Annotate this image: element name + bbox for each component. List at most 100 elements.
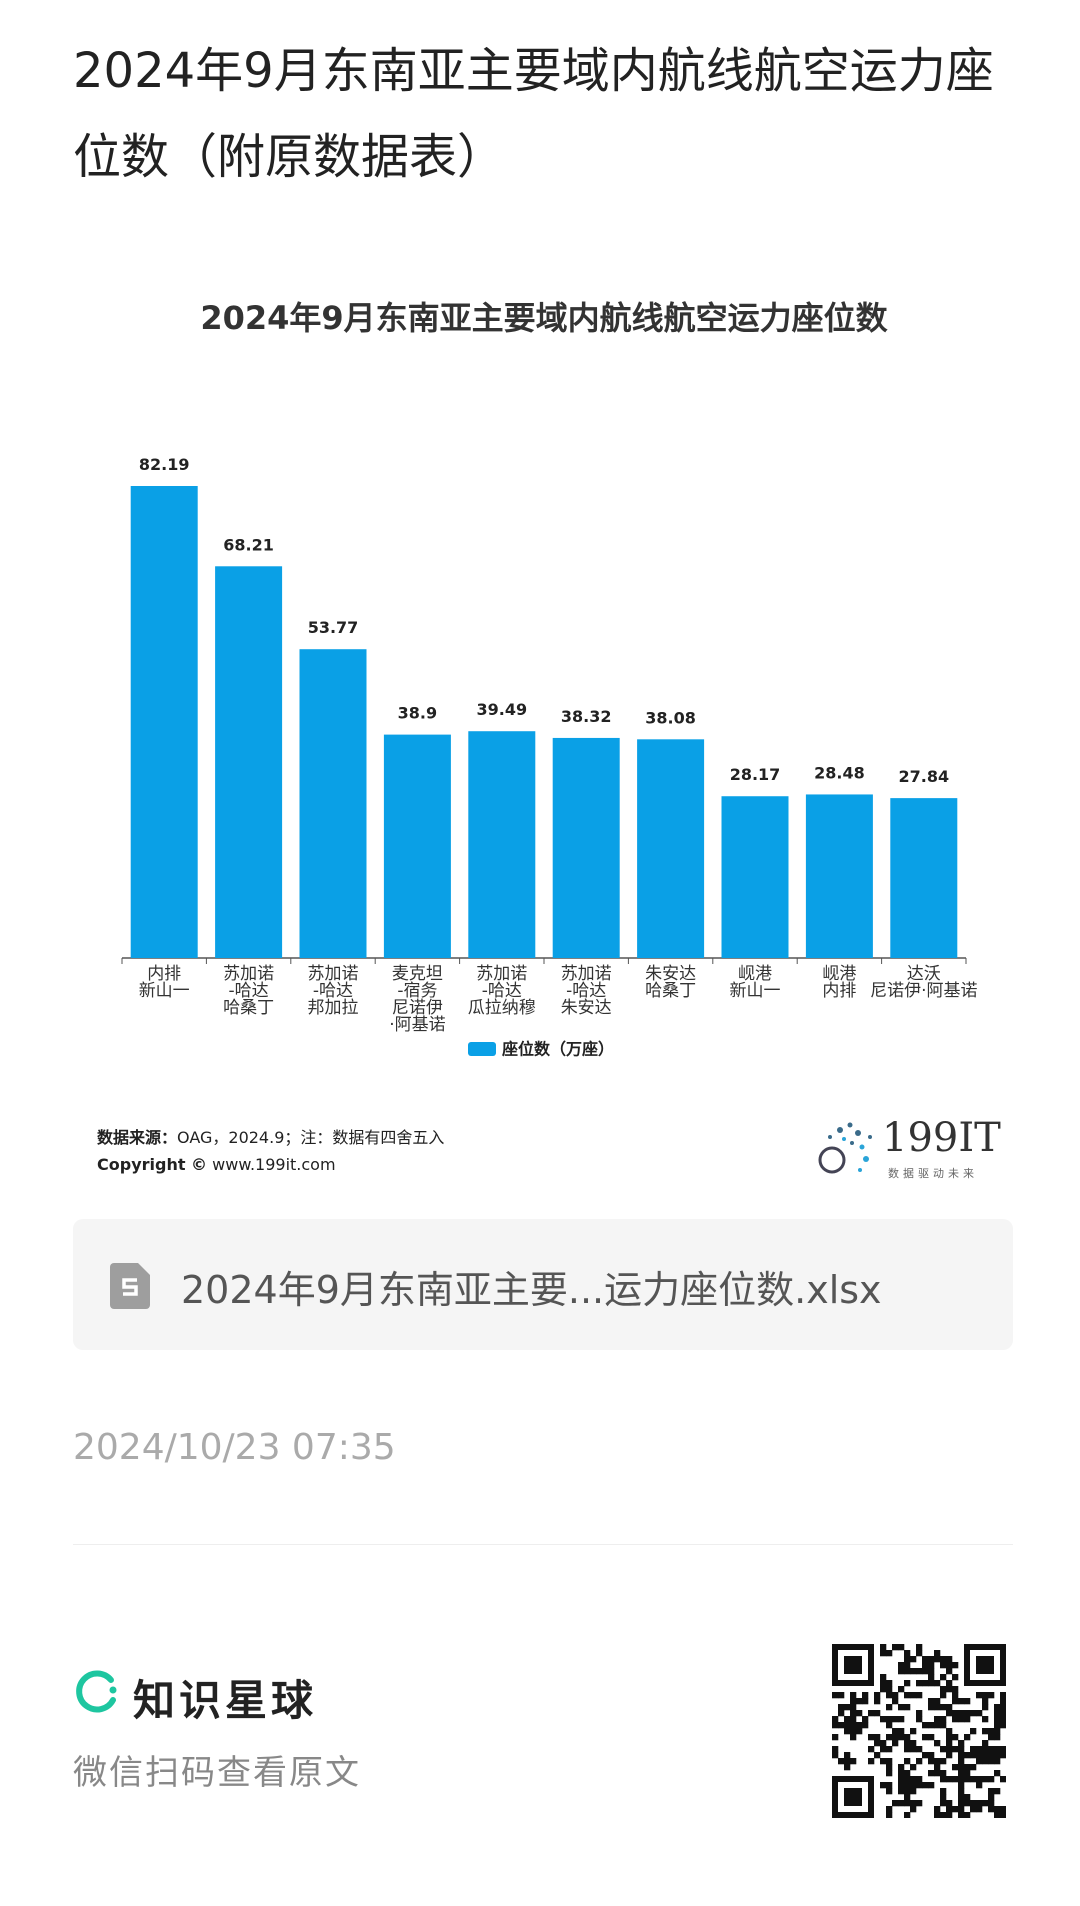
qr-module bbox=[886, 1716, 893, 1723]
qr-module bbox=[922, 1752, 929, 1759]
qr-module bbox=[880, 1740, 887, 1747]
qr-module bbox=[862, 1692, 869, 1699]
qr-module bbox=[940, 1746, 947, 1753]
qr-module bbox=[940, 1686, 947, 1693]
qr-module bbox=[928, 1698, 935, 1705]
x-tick-label: 苏加诺 -哈达 邦加拉 bbox=[307, 964, 359, 1018]
qr-module bbox=[958, 1794, 965, 1801]
bar bbox=[468, 731, 536, 958]
qr-module bbox=[958, 1710, 965, 1717]
qr-module bbox=[934, 1716, 941, 1723]
qr-module bbox=[910, 1740, 917, 1747]
qr-module bbox=[898, 1734, 905, 1741]
qr-module bbox=[910, 1656, 917, 1663]
qr-module bbox=[850, 1716, 857, 1723]
data-label: 38.9 bbox=[398, 704, 437, 723]
qr-module bbox=[958, 1716, 965, 1723]
qr-module bbox=[838, 1704, 845, 1711]
qr-module bbox=[898, 1686, 905, 1693]
qr-module bbox=[958, 1746, 965, 1753]
x-tick-label: 岘港 新山一 bbox=[729, 964, 781, 1001]
qr-module bbox=[892, 1728, 899, 1735]
qr-module bbox=[844, 1716, 851, 1723]
qr-module bbox=[982, 1716, 989, 1723]
qr-module bbox=[916, 1668, 923, 1675]
qr-module bbox=[880, 1674, 887, 1681]
x-tick-label: 苏加诺 -哈达 哈桑丁 bbox=[223, 964, 275, 1018]
divider bbox=[73, 1544, 1013, 1545]
qr-module bbox=[928, 1770, 935, 1777]
qr-module bbox=[994, 1812, 1001, 1818]
qr-module bbox=[970, 1806, 977, 1813]
qr-module bbox=[958, 1770, 965, 1777]
attachment[interactable]: 2024年9月东南亚主要...运力座位数.xlsx bbox=[73, 1219, 1013, 1350]
x-tick-label: 朱安达 哈桑丁 bbox=[645, 964, 697, 1001]
qr-module bbox=[952, 1698, 959, 1705]
qr-module bbox=[874, 1710, 881, 1717]
site: www.199it.com bbox=[212, 1155, 336, 1174]
qr-module bbox=[916, 1644, 923, 1651]
qr-module bbox=[940, 1656, 947, 1663]
qr-module bbox=[934, 1698, 941, 1705]
qr-module bbox=[904, 1800, 911, 1807]
copyright: Copyright © www.199it.com bbox=[97, 1155, 336, 1174]
qr-module bbox=[940, 1722, 947, 1729]
data-label: 28.17 bbox=[730, 765, 781, 784]
qr-module bbox=[958, 1800, 965, 1807]
qr-module bbox=[964, 1776, 971, 1783]
x-tick-label: 内排 新山一 bbox=[138, 964, 190, 1001]
qr-module bbox=[964, 1794, 971, 1801]
qr-module bbox=[892, 1644, 899, 1651]
source-text: OAG，2024.9；注：数据有四舍五入 bbox=[177, 1128, 445, 1147]
qr-module bbox=[898, 1776, 905, 1783]
qr-module bbox=[874, 1752, 881, 1759]
qr-module bbox=[982, 1758, 989, 1765]
qr-module bbox=[964, 1716, 971, 1723]
qr-module bbox=[1000, 1722, 1006, 1729]
attachment-name: 2024年9月东南亚主要...运力座位数.xlsx bbox=[181, 1268, 882, 1312]
qr-module bbox=[952, 1692, 959, 1699]
scan-hint: 微信扫码查看原文 bbox=[73, 1753, 361, 1793]
qr-module bbox=[994, 1788, 1001, 1795]
qr-module bbox=[916, 1710, 923, 1717]
qr-module bbox=[892, 1698, 899, 1705]
qr-module bbox=[874, 1734, 881, 1741]
logo: 199IT 数据驱动未来 bbox=[818, 1115, 1001, 1180]
qr-module bbox=[880, 1746, 887, 1753]
qr-module bbox=[922, 1662, 929, 1669]
qr-module bbox=[850, 1698, 857, 1705]
qr-module bbox=[934, 1680, 941, 1687]
qr-module bbox=[898, 1764, 905, 1771]
logo-text: 199IT bbox=[882, 1115, 1001, 1161]
qr-module bbox=[970, 1728, 977, 1735]
legend-label: 座位数（万座） bbox=[501, 1040, 614, 1059]
qr-finder bbox=[844, 1656, 862, 1674]
qr-module bbox=[1000, 1812, 1006, 1818]
qr-module bbox=[916, 1692, 923, 1699]
qr-module bbox=[964, 1770, 971, 1777]
qr-module bbox=[928, 1752, 935, 1759]
chart: 2024年9月东南亚主要域内航线航空运力座位数 82.19 68.21 53.77 3… bbox=[121, 299, 967, 1059]
qr-module bbox=[904, 1704, 911, 1711]
qr-module bbox=[838, 1758, 845, 1765]
qr-module bbox=[862, 1716, 869, 1723]
qr-module bbox=[958, 1788, 965, 1795]
qr-module bbox=[976, 1800, 983, 1807]
qr-module bbox=[940, 1758, 947, 1765]
qr-module bbox=[844, 1764, 851, 1771]
qr-module bbox=[1000, 1704, 1006, 1711]
brand-icon bbox=[76, 1670, 117, 1713]
qr-module bbox=[868, 1710, 875, 1717]
qr-module bbox=[874, 1692, 881, 1699]
qr-module bbox=[880, 1650, 887, 1657]
qr-module bbox=[994, 1758, 1001, 1765]
bar bbox=[552, 737, 620, 958]
qr-module bbox=[832, 1692, 839, 1699]
data-label: 38.32 bbox=[561, 707, 612, 726]
qr-module bbox=[958, 1752, 965, 1759]
qr-module bbox=[850, 1758, 857, 1765]
qr-module bbox=[862, 1722, 869, 1729]
qr-module bbox=[928, 1656, 935, 1663]
qr-code[interactable] bbox=[832, 1644, 1006, 1818]
qr-module bbox=[886, 1704, 893, 1711]
